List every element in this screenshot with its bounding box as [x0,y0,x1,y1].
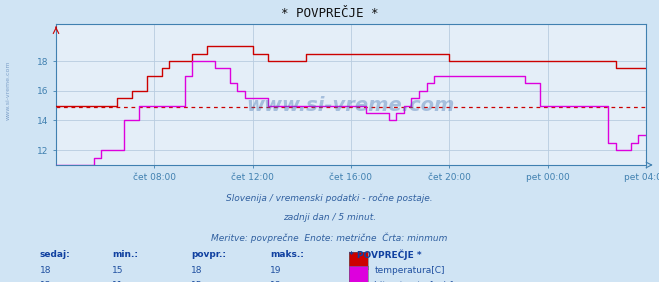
Text: min.:: min.: [112,250,138,259]
Text: 19: 19 [270,266,281,276]
Text: povpr.:: povpr.: [191,250,226,259]
Text: 15: 15 [191,281,202,282]
Text: 18: 18 [191,266,202,276]
Text: temperatura[C]: temperatura[C] [374,266,445,276]
Text: Slovenija / vremenski podatki - ročne postaje.: Slovenija / vremenski podatki - ročne po… [226,193,433,203]
Text: www.si-vreme.com: www.si-vreme.com [5,61,11,120]
Text: www.si-vreme.com: www.si-vreme.com [246,96,455,115]
Text: hitrost vetra[m/s]: hitrost vetra[m/s] [374,281,453,282]
Text: sedaj:: sedaj: [40,250,71,259]
Text: 13: 13 [40,281,51,282]
Text: maks.:: maks.: [270,250,304,259]
Text: zadnji dan / 5 minut.: zadnji dan / 5 minut. [283,213,376,222]
Text: 18: 18 [40,266,51,276]
Text: 11: 11 [112,281,123,282]
Text: * POVPREČJE *: * POVPREČJE * [281,7,378,20]
Text: 15: 15 [112,266,123,276]
Text: 18: 18 [270,281,281,282]
Text: Meritve: povprečne  Enote: metrične  Črta: minmum: Meritve: povprečne Enote: metrične Črta:… [212,233,447,243]
Text: * POVPREČJE *: * POVPREČJE * [349,250,422,260]
